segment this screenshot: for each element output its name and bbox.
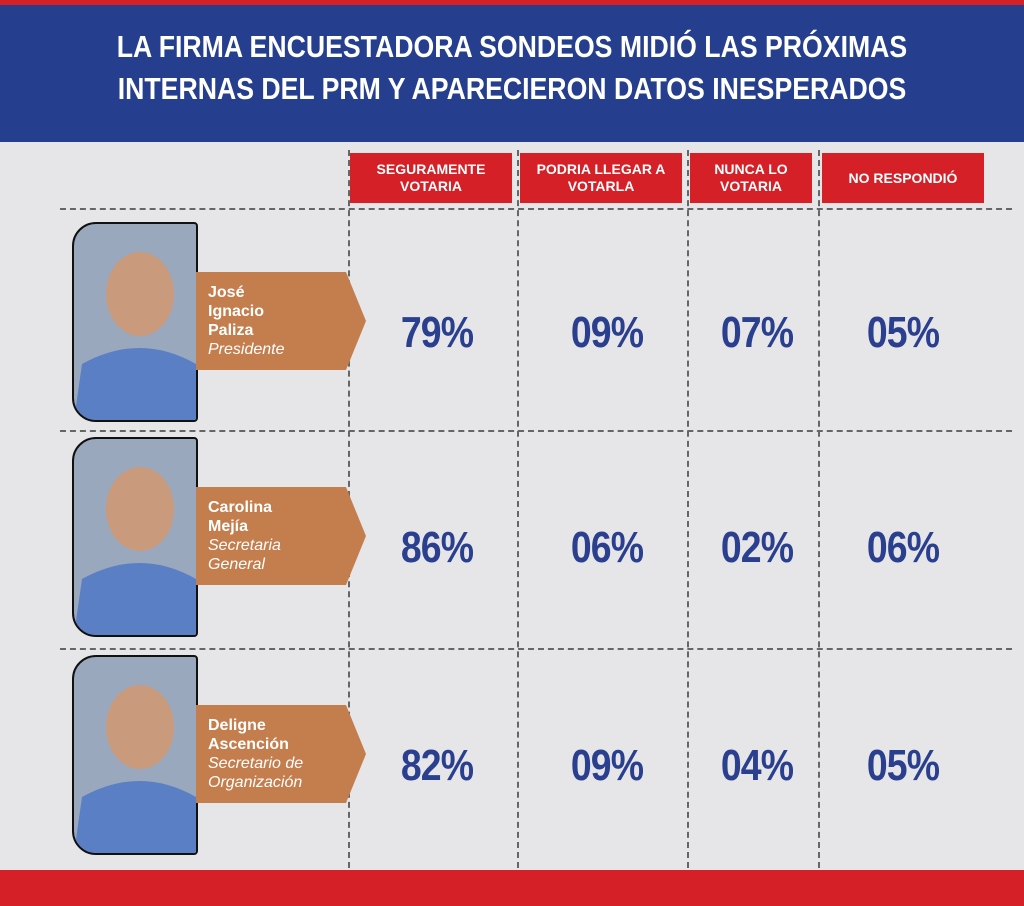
percentage: 79%: [400, 308, 474, 357]
photo-placeholder: [74, 685, 196, 853]
header-band: [0, 5, 1024, 142]
header-line: NUNCA LO: [714, 161, 788, 177]
header-line: SEGURAMENTE: [376, 161, 486, 177]
header-line: VOTARIA: [400, 178, 462, 194]
percentage: 07%: [720, 308, 794, 357]
column-header: PODRIA LLEGAR A VOTARLA: [520, 153, 682, 203]
candidate-role: Secretario de: [208, 755, 304, 772]
percentage: 04%: [720, 741, 794, 790]
percentage: 02%: [720, 523, 794, 572]
candidate-name: Paliza: [208, 322, 254, 339]
candidate-name: Ignacio: [208, 303, 265, 320]
header-line: VOTARLA: [567, 178, 635, 194]
header-line: PODRIA LLEGAR A: [536, 161, 666, 177]
percentage: 06%: [570, 523, 644, 572]
percentage: 05%: [866, 741, 940, 790]
label-arrow: [196, 487, 366, 585]
dashed-divider: [60, 208, 1012, 210]
photo-placeholder: [74, 467, 196, 635]
candidate-name: Ascención: [208, 736, 289, 753]
title: LA FIRMA ENCUESTADORA SONDEOS MIDIÓ LAS …: [72, 26, 953, 110]
percentage: 82%: [400, 741, 474, 790]
title-line: INTERNAS DEL PRM Y APARECIERON DATOS INE…: [117, 71, 907, 106]
percentage: 05%: [866, 308, 940, 357]
label-text: Deligne Ascención Secretario de Organizació…: [208, 705, 303, 803]
title-line: LA FIRMA ENCUESTADORA SONDEOS MIDIÓ LAS …: [116, 29, 908, 64]
candidate-photo: [72, 222, 198, 422]
candidate-name: Deligne: [208, 717, 266, 734]
label-arrow: [196, 705, 366, 803]
label-arrow: [196, 272, 366, 370]
candidate-photo: [72, 655, 198, 855]
name-label: José Ignacio Paliza Presidente: [196, 272, 366, 370]
candidate-name: Carolina: [208, 499, 273, 516]
label-text: Carolina Mejía Secretaria General: [208, 487, 281, 585]
percentage: 06%: [866, 523, 940, 572]
column-header: NUNCA LO VOTARIA: [690, 153, 812, 203]
top-stripe: [0, 0, 1024, 5]
candidate-role: Secretaria: [208, 537, 281, 554]
candidate-role: Organización: [208, 774, 303, 791]
candidate-role: General: [208, 556, 265, 573]
header-line: VOTARIA: [720, 178, 782, 194]
dashed-divider: [687, 150, 689, 868]
candidate-role: Presidente: [208, 341, 285, 358]
name-label: Carolina Mejía Secretaria General: [196, 487, 366, 585]
name-label: Deligne Ascención Secretario de Organizació…: [196, 705, 366, 803]
dashed-divider: [60, 648, 1012, 650]
candidate-name: Mejía: [208, 518, 249, 535]
label-text: José Ignacio Paliza Presidente: [208, 272, 285, 370]
bottom-stripe: [0, 870, 1024, 906]
candidate-photo: [72, 437, 198, 637]
percentage: 09%: [570, 741, 644, 790]
photo-placeholder: [74, 252, 196, 420]
dashed-divider: [517, 150, 519, 868]
header-line: NO RESPONDIÓ: [848, 169, 958, 186]
candidate-name: José: [208, 284, 245, 301]
column-header: NO RESPONDIÓ: [822, 153, 984, 203]
column-header: SEGURAMENTE VOTARIA: [350, 153, 512, 203]
dashed-divider: [818, 150, 820, 868]
percentage: 09%: [570, 308, 644, 357]
percentage: 86%: [400, 523, 474, 572]
dashed-divider: [60, 430, 1012, 432]
